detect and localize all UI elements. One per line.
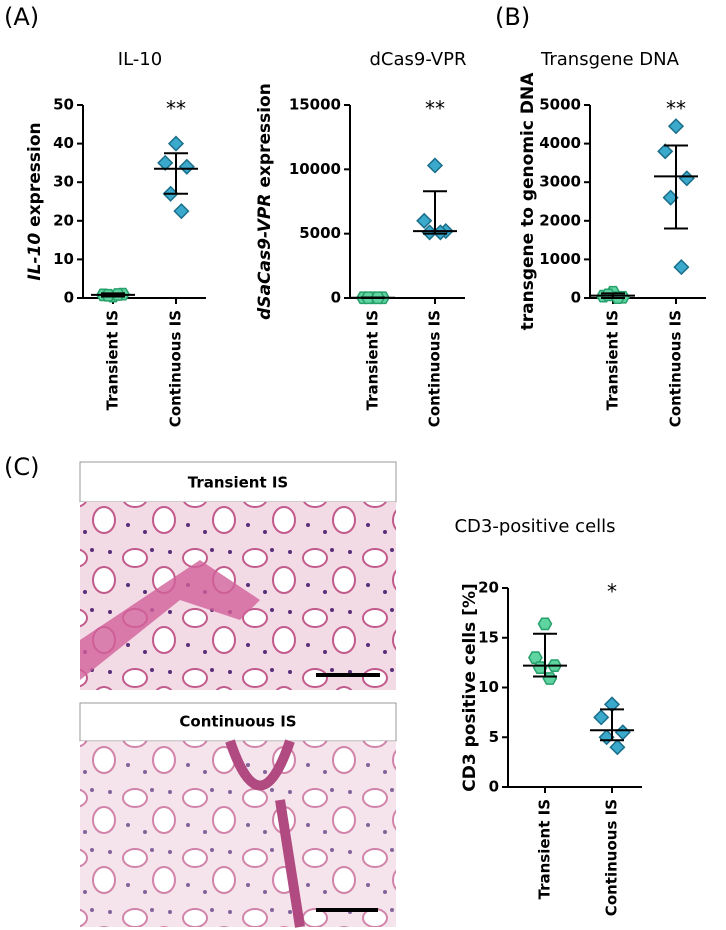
y-tick-label: 1000 [539,250,581,268]
y-tick-label: 0 [331,289,341,307]
y-tick-label: 20 [53,211,74,229]
significance: ** [666,97,686,121]
x-tick-label: Transient IS [604,310,622,410]
data-point [416,212,433,229]
y-tick-label: 4000 [539,134,581,152]
tissue [80,560,260,680]
y-tick-label: 10 [53,250,74,268]
significance: ** [425,97,445,121]
data-point [657,143,674,160]
data-point [173,203,190,220]
x-tick-label: Transient IS [536,799,554,899]
x-tick-label: Transient IS [364,310,382,410]
x-tick-label: Continuous IS [667,310,685,427]
y-axis-label-text: CD3 positive cells [%] [460,583,480,791]
y-tick-label: 40 [53,134,74,152]
y-tick-label: 2000 [539,211,581,229]
y-tick-label: 10 [478,678,499,696]
data-point [593,709,610,726]
image-caption: Transient IS [188,474,288,492]
y-tick-label: 5000 [299,224,341,242]
panel-label: (A) [4,3,39,31]
data-point [614,724,631,741]
y-tick-label: 0 [571,289,581,307]
image-header [79,461,397,503]
image-caption: Continuous IS [179,713,296,731]
y-axis-label: transgene to genomic DNA [518,72,538,331]
chart-title: CD3-positive cells [454,516,615,537]
y-axis-label: CD3 positive cells [%] [460,583,480,791]
y-tick-label: 5000 [539,96,581,114]
data-point [537,617,553,631]
y-tick-label: 10000 [289,160,341,178]
y-axis-label-text: expression [25,122,45,232]
y-axis-label-text: transgene to genomic DNA [518,72,538,331]
x-tick-label: Continuous IS [167,310,185,427]
data-point [426,157,444,174]
data-point [667,118,685,135]
chart-title: dCas9-VPR [370,49,467,70]
data-point [178,158,195,175]
data-point [678,170,695,187]
image-header [79,702,397,742]
y-tick-label: 5 [489,728,499,746]
y-tick-label: 0 [64,289,74,307]
y-axis-label-italic: IL-10 [25,233,45,281]
y-tick-label: 15 [478,628,499,646]
significance: * [607,580,617,604]
x-tick-label: Continuous IS [426,310,444,427]
x-tick-label: Transient IS [104,310,122,410]
y-tick-label: 3000 [539,173,581,191]
y-axis-label-italic: dSaCas9-VPR [255,194,275,320]
chart-title: IL-10 [118,49,162,70]
data-point [157,154,174,171]
data-point [609,739,626,756]
y-axis-label: dSaCas9-VPR expression [255,83,275,320]
x-tick-label: Continuous IS [603,799,621,916]
y-tick-label: 30 [53,173,74,191]
y-axis-label-text: expression [255,83,275,193]
data-point [167,135,185,152]
tissue [225,739,305,928]
panel-label: (C) [4,453,39,481]
significance: ** [166,97,186,121]
panel-label: (B) [495,3,530,31]
data-point [673,259,690,276]
y-tick-label: 50 [53,96,74,114]
y-tick-label: 15000 [289,96,341,114]
chart-title: Transgene DNA [540,49,680,70]
y-tick-label: 0 [489,778,499,796]
y-axis-label: IL-10 expression [25,122,45,280]
y-tick-label: 20 [478,579,499,597]
